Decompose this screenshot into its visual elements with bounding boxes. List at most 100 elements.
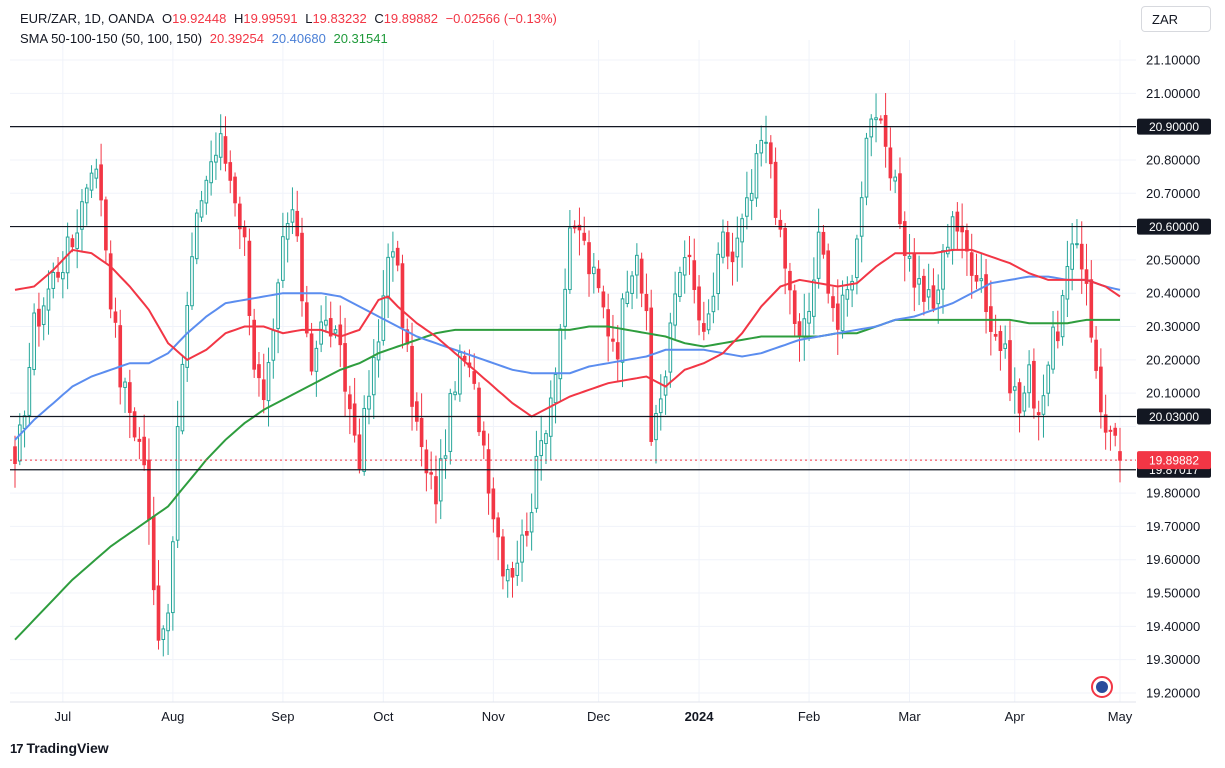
candle-body[interactable] [898, 173, 902, 225]
candle-body[interactable] [199, 200, 204, 218]
candle-body[interactable] [367, 395, 371, 410]
candle-body[interactable] [974, 275, 979, 282]
candle-body[interactable] [563, 288, 567, 327]
candle-body[interactable] [185, 305, 190, 368]
candle-body[interactable] [290, 209, 295, 223]
candle-body[interactable] [281, 236, 285, 281]
candle-body[interactable] [587, 242, 591, 275]
candle-body[interactable] [99, 164, 103, 201]
candle-body[interactable] [486, 449, 491, 494]
candle-body[interactable] [802, 318, 807, 338]
candle-body[interactable] [773, 161, 778, 218]
candle-body[interactable] [453, 391, 457, 396]
candle-body[interactable] [1103, 414, 1108, 433]
candle-body[interactable] [505, 569, 510, 582]
candle-body[interactable] [194, 212, 199, 260]
candle-body[interactable] [984, 274, 988, 313]
candle-body[interactable] [142, 436, 146, 466]
candle-body[interactable] [716, 253, 721, 295]
candle-body[interactable] [300, 232, 304, 302]
candle-body[interactable] [1032, 360, 1036, 409]
candle-body[interactable] [692, 260, 697, 290]
candle-body[interactable] [577, 224, 582, 231]
candle-body[interactable] [61, 272, 65, 280]
candle-body[interactable] [1008, 340, 1012, 394]
candle-body[interactable] [223, 136, 228, 164]
candle-body[interactable] [606, 309, 610, 337]
candle-body[interactable] [1084, 269, 1089, 284]
candle-body[interactable] [1118, 451, 1122, 461]
candle-body[interactable] [1070, 243, 1074, 270]
candle-body[interactable] [448, 393, 453, 452]
candle-body[interactable] [630, 275, 634, 294]
candle-body[interactable] [228, 162, 233, 181]
candle-body[interactable] [754, 153, 759, 199]
candle-body[interactable] [993, 333, 998, 337]
candle-body[interactable] [41, 305, 46, 325]
candle-body[interactable] [429, 472, 433, 475]
globe-settings-icon[interactable] [1091, 676, 1113, 698]
candle-body[interactable] [1055, 331, 1060, 342]
candle-body[interactable] [123, 381, 127, 388]
candle-body[interactable] [266, 362, 271, 402]
candle-body[interactable] [1012, 386, 1017, 391]
candle-body[interactable] [835, 303, 840, 330]
candle-body[interactable] [764, 141, 768, 144]
candle-body[interactable] [1036, 412, 1041, 416]
candle-body[interactable] [520, 534, 524, 563]
candle-body[interactable] [22, 415, 27, 429]
candle-body[interactable] [553, 374, 558, 404]
candle-body[interactable] [410, 345, 414, 407]
candle-body[interactable] [635, 254, 639, 276]
candle-body[interactable] [233, 176, 237, 204]
candle-body[interactable] [735, 237, 740, 258]
candle-body[interactable] [271, 330, 276, 361]
candle-body[interactable] [1089, 279, 1094, 338]
candle-body[interactable] [711, 295, 716, 313]
candle-body[interactable] [878, 118, 883, 121]
candle-body[interactable] [778, 219, 783, 230]
candle-body[interactable] [481, 430, 486, 446]
candle-body[interactable] [845, 289, 850, 300]
candle-body[interactable] [314, 347, 319, 372]
candle-body[interactable] [812, 279, 816, 317]
candle-body[interactable] [850, 280, 854, 291]
candle-body[interactable] [730, 251, 735, 263]
candle-body[interactable] [214, 154, 218, 163]
candle-body[interactable] [348, 394, 352, 410]
candle-body[interactable] [1041, 395, 1046, 415]
candle-body[interactable] [328, 318, 333, 337]
candle-body[interactable] [242, 226, 247, 238]
candle-body[interactable] [204, 179, 209, 204]
candle-body[interactable] [534, 455, 539, 509]
candle-body[interactable] [869, 118, 874, 138]
candle-body[interactable] [261, 379, 266, 401]
candle-body[interactable] [525, 531, 529, 536]
candle-body[interactable] [357, 434, 362, 469]
candle-body[interactable] [510, 567, 515, 578]
candle-body[interactable] [386, 256, 390, 299]
candle-body[interactable] [190, 256, 194, 307]
candle-body[interactable] [414, 401, 419, 422]
candle-body[interactable] [601, 291, 606, 308]
candle-body[interactable] [965, 230, 969, 252]
candle-body[interactable] [501, 536, 505, 577]
candle-body[interactable] [333, 329, 338, 334]
candle-body[interactable] [108, 253, 113, 310]
candle-body[interactable] [1022, 392, 1027, 412]
candle-body[interactable] [831, 296, 835, 309]
candle-body[interactable] [324, 319, 328, 326]
candle-body[interactable] [792, 290, 797, 324]
candle-body[interactable] [998, 331, 1003, 351]
candle-body[interactable] [75, 232, 80, 249]
candle-body[interactable] [304, 302, 309, 334]
candle-body[interactable] [826, 250, 831, 294]
candle-body[interactable] [673, 293, 677, 326]
candle-body[interactable] [969, 252, 974, 276]
candle-body[interactable] [132, 411, 137, 438]
candle-body[interactable] [391, 251, 395, 258]
candle-body[interactable] [362, 407, 367, 472]
candle-body[interactable] [247, 240, 252, 316]
candle-body[interactable] [491, 488, 496, 520]
